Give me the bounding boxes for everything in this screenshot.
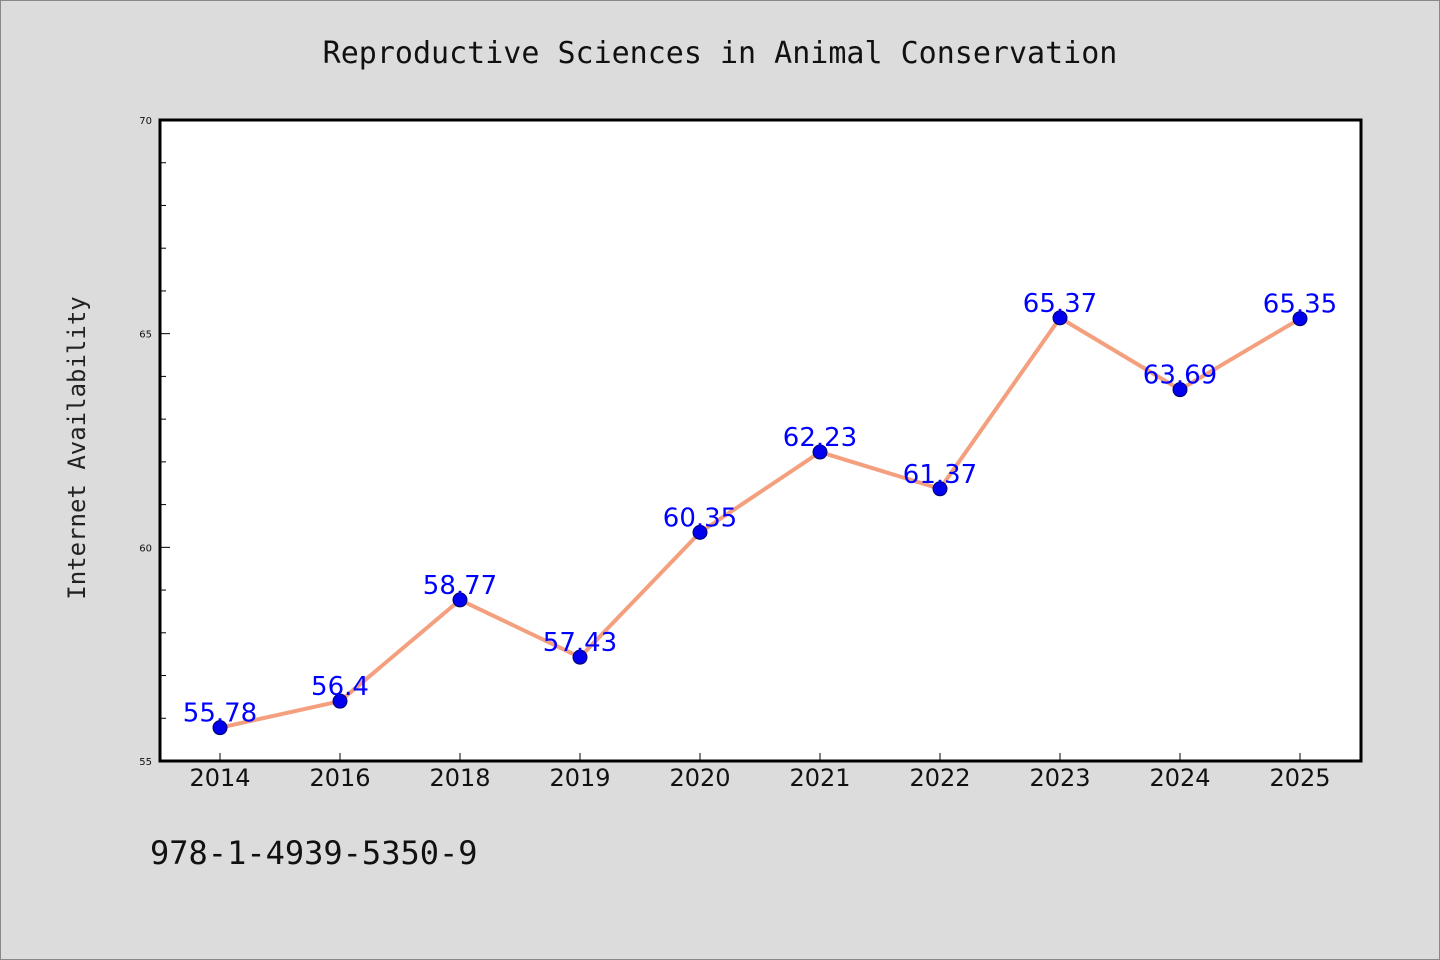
data-label: 61.37 <box>903 460 977 490</box>
x-tick-label: 2024 <box>1149 764 1210 792</box>
chart-title: Reproductive Sciences in Animal Conserva… <box>323 36 1118 71</box>
data-label: 55.78 <box>183 699 257 729</box>
y-axis: 55 60 65 70 <box>139 116 170 768</box>
x-tick-label: 2018 <box>429 764 490 792</box>
data-label: 65.37 <box>1023 289 1097 319</box>
y-axis-label: Internet Availability <box>63 296 91 599</box>
data-point <box>932 481 948 497</box>
isbn-text: 978-1-4939-5350-9 <box>150 834 478 872</box>
x-tick-label: 2014 <box>189 764 250 792</box>
data-point <box>812 444 828 460</box>
data-label-layer: 55.78 56.4 58.77 57.43 60.35 62.23 61.37 65.37 6… <box>183 289 1337 729</box>
x-axis: 2014 2016 2018 2019 2020 2021 2022 2023 2024 2025 <box>189 753 1331 792</box>
y-tick-label: 55 <box>139 757 152 768</box>
data-point <box>1292 311 1308 327</box>
data-point <box>572 649 588 665</box>
series-line <box>218 315 1302 730</box>
y-tick-label: 65 <box>139 330 152 341</box>
data-point <box>332 693 348 709</box>
data-point <box>452 592 468 608</box>
x-tick-label: 2025 <box>1269 764 1330 792</box>
y-tick-label: 60 <box>139 543 152 554</box>
y-tick-label: 70 <box>139 116 152 127</box>
data-label: 65.35 <box>1263 290 1337 320</box>
x-tick-label: 2020 <box>669 764 730 792</box>
data-point <box>1052 310 1068 326</box>
x-tick-label: 2023 <box>1029 764 1090 792</box>
data-point <box>212 720 228 736</box>
data-label: 63.69 <box>1143 361 1217 391</box>
x-tick-label: 2021 <box>789 764 850 792</box>
data-point <box>1172 382 1188 398</box>
data-point <box>692 524 708 540</box>
data-label: 60.35 <box>663 503 737 533</box>
x-tick-label: 2016 <box>309 764 370 792</box>
data-label: 58.77 <box>423 571 497 601</box>
data-label: 57.43 <box>543 628 617 658</box>
data-label: 62.23 <box>783 423 857 453</box>
data-label: 56.4 <box>311 672 369 702</box>
x-tick-label: 2019 <box>549 764 610 792</box>
plot-area <box>158 118 1363 763</box>
series-layer <box>212 310 1308 736</box>
x-tick-label: 2022 <box>909 764 970 792</box>
